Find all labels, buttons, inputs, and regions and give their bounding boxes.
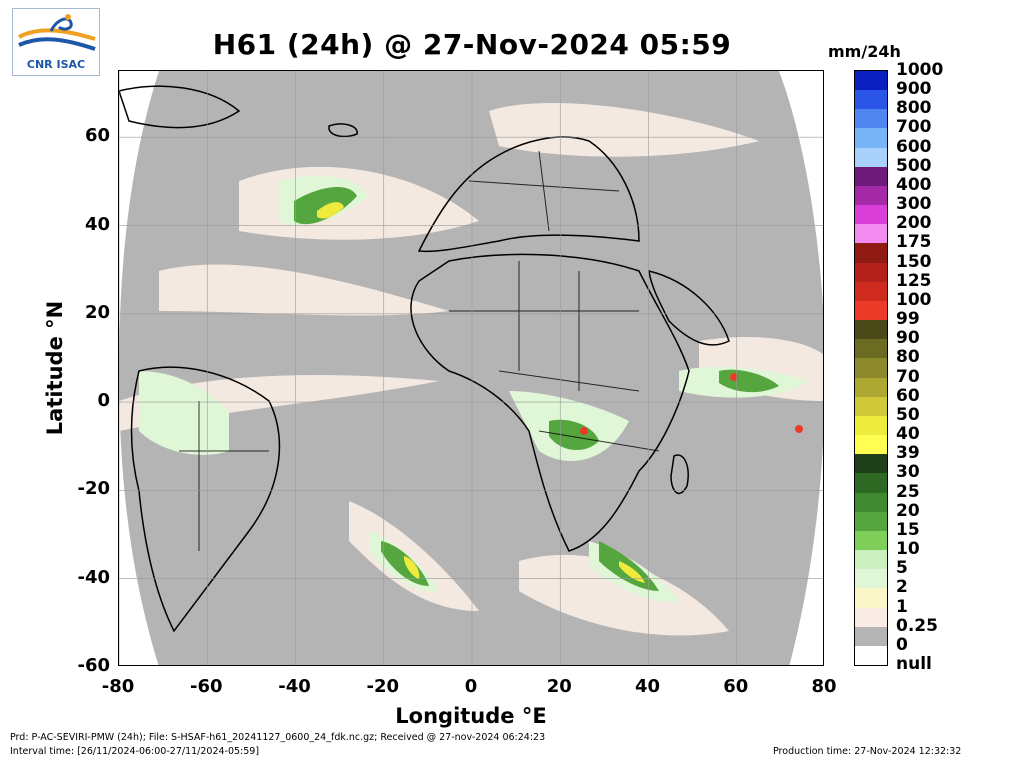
legend-label: 50 [896,404,920,425]
legend-label: 800 [896,98,932,119]
legend-label: 40 [896,424,920,445]
legend-label: 300 [896,194,932,215]
logo-emblem-icon [18,14,96,51]
x-tick-label: 80 [811,676,837,697]
legend-swatch [855,645,887,666]
legend-swatch [855,166,887,187]
legend-label: 700 [896,117,932,138]
legend-label: 20 [896,500,920,521]
x-tick-label: 40 [634,676,661,697]
legend-label: 80 [896,347,920,368]
legend-swatch [855,607,887,628]
legend-swatch [855,300,887,321]
x-tick-label: 0 [464,676,478,697]
cnr-isac-logo: CNR ISAC [12,8,100,76]
legend-swatch [855,128,887,149]
x-tick-label: -20 [366,676,400,697]
legend-label: 70 [896,366,920,387]
legend-swatch [855,262,887,283]
legend-label: 900 [896,79,932,100]
x-tick-label: -40 [278,676,311,697]
legend-label: 39 [896,443,920,464]
legend-label: 600 [896,136,932,157]
y-tick-label: -40 [77,566,110,588]
extreme-rain-spots [580,373,803,435]
legend-swatch [855,90,887,110]
coastlines [119,85,730,633]
x-tick-label: -60 [189,676,223,697]
legend-label: 30 [896,462,920,483]
y-axis-label: Latitude °N [43,300,67,436]
color-legend [854,70,888,666]
legend-label: 60 [896,385,920,406]
legend-label: 100 [896,289,932,310]
precipitation-map [118,70,824,666]
legend-swatch [855,243,887,264]
legend-swatch [855,377,887,398]
legend-swatch [855,281,887,302]
chart-title: H61 (24h) @ 27-Nov-2024 05:59 [212,28,732,61]
logo-text: CNR ISAC [26,58,86,71]
legend-swatch [855,415,887,436]
legend-swatch [855,492,887,513]
y-tick-label: 60 [84,125,110,147]
legend-swatch [855,569,887,589]
legend-swatch [855,454,887,474]
y-tick-label: 20 [84,301,110,323]
legend-swatch [855,588,887,608]
legend-label: 400 [896,174,932,195]
legend-swatch [855,339,887,359]
legend-label: 500 [896,155,932,176]
legend-swatch [855,530,887,551]
legend-swatch [855,185,887,206]
legend-label: 125 [896,270,932,291]
legend-label: 0.25 [896,615,938,636]
legend-label: 5 [896,558,908,579]
legend-swatch [855,396,887,417]
legend-label: 2 [896,577,908,598]
legend-swatch [855,550,887,570]
legend-swatch [855,224,887,244]
legend-label: null [896,654,932,674]
legend-label: 150 [896,251,932,272]
x-tick-label: 60 [723,676,749,697]
legend-swatch [855,435,887,455]
y-tick-label: 40 [84,213,110,235]
very-heavy-rain-areas [317,202,645,583]
map-canvas [119,71,823,665]
x-axis-label: Longitude °E [395,704,547,728]
legend-swatch [855,626,887,647]
legend-swatch [855,511,887,532]
x-tick-label: -80 [101,676,135,697]
legend-label: 15 [896,519,920,540]
footer-production-time: Production time: 27-Nov-2024 12:32:32 [773,746,962,757]
legend-label: 200 [896,213,932,234]
x-tick-label: 20 [546,676,572,697]
footer-interval-time: Interval time: [26/11/2024-06:00-27/11/2… [10,746,260,757]
legend-swatch [855,205,887,225]
legend-label: 1000 [896,60,944,80]
footer-product-info: Prd: P-AC-SEVIRI-PMW (24h); File: S-HSAF… [10,732,546,743]
legend-swatch [855,320,887,340]
legend-label: 25 [896,481,920,502]
legend-label: 175 [896,232,932,253]
legend-label: 10 [896,539,920,560]
country-borders [179,150,660,551]
unit-label: mm/24h [828,42,901,61]
legend-label: 0 [896,634,908,655]
legend-swatch [855,71,887,91]
legend-label: 90 [896,328,920,349]
gridlines [119,71,823,665]
y-tick-label: -20 [77,478,110,500]
legend-swatch [855,473,887,494]
legend-swatch [855,358,887,379]
legend-swatch [855,109,887,129]
y-tick-label: -60 [77,655,110,676]
legend-label: 1 [896,596,908,617]
legend-label: 99 [896,309,920,330]
legend-swatch [855,147,887,168]
y-tick-label: 0 [97,390,110,412]
